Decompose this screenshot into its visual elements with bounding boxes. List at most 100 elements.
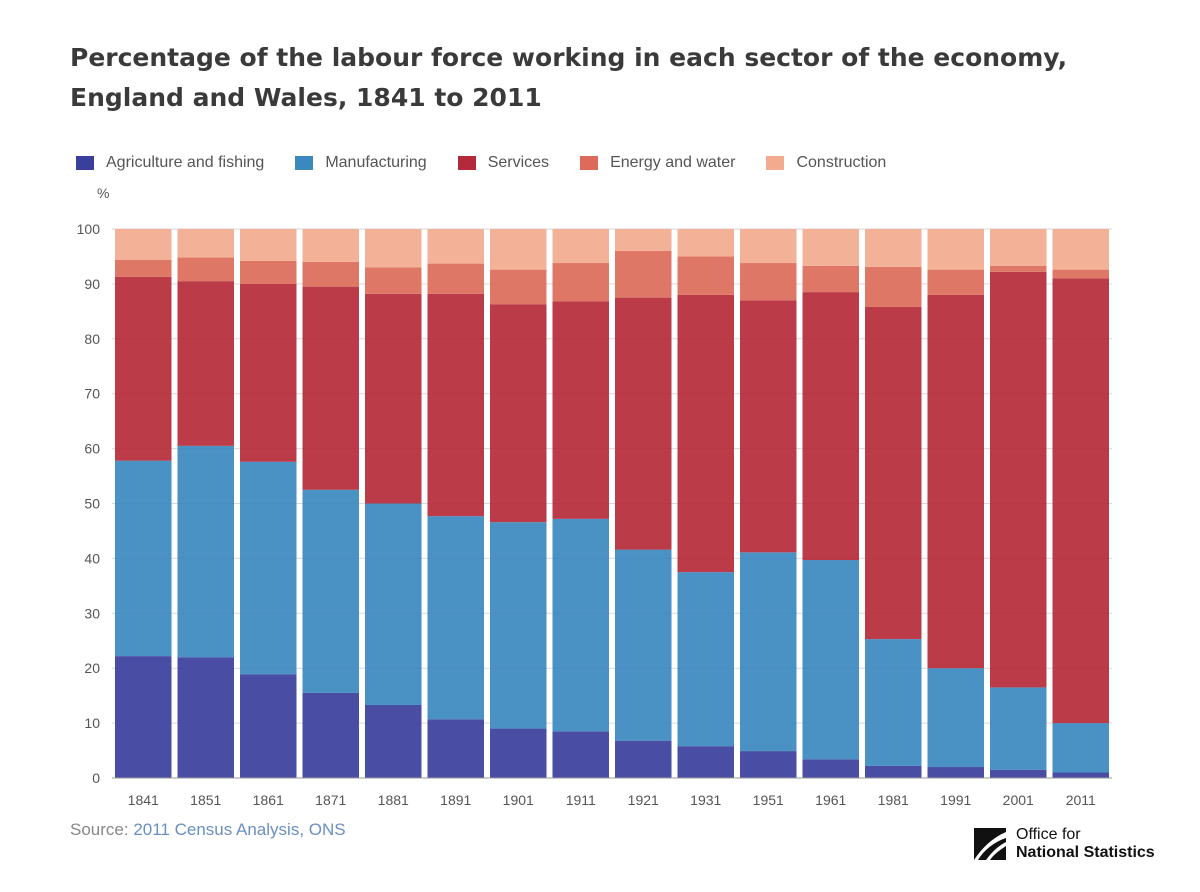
x-tick-label: 1891	[440, 792, 471, 808]
bar-segment-energy-and-water	[115, 259, 172, 277]
bar-segment-agriculture-and-fishing	[802, 759, 859, 778]
bar-segment-services	[802, 292, 859, 561]
bar-segment-energy-and-water	[990, 265, 1047, 272]
x-tick-label: 1921	[628, 792, 659, 808]
bar-segment-energy-and-water	[427, 263, 484, 294]
bar-segment-energy-and-water	[927, 269, 984, 295]
bar-segment-manufacturing	[115, 460, 172, 657]
bar-segment-manufacturing	[240, 461, 297, 675]
bar-segment-construction	[990, 229, 1047, 266]
bar-segment-energy-and-water	[1052, 269, 1109, 279]
x-tick-label: 1961	[815, 792, 846, 808]
source-link[interactable]: 2011 Census Analysis, ONS	[133, 820, 346, 839]
legend-swatch	[580, 156, 599, 170]
y-tick-label: 70	[84, 386, 100, 402]
bar-segment-energy-and-water	[802, 265, 859, 293]
bar-segment-agriculture-and-fishing	[365, 704, 422, 778]
bar-segment-manufacturing	[177, 445, 234, 658]
bar-segment-energy-and-water	[615, 250, 672, 298]
bar-segment-agriculture-and-fishing	[865, 765, 922, 778]
x-tick-label: 1851	[190, 792, 221, 808]
bar-segment-agriculture-and-fishing	[115, 656, 172, 778]
chart-legend: Agriculture and fishing Manufacturing Serv…	[76, 154, 917, 172]
bar-segment-energy-and-water	[552, 263, 609, 302]
bar-segment-manufacturing	[677, 572, 734, 747]
legend-label: Manufacturing	[325, 154, 427, 171]
bar-segment-agriculture-and-fishing	[677, 746, 734, 778]
bar-segment-manufacturing	[552, 518, 609, 732]
bar-segment-construction	[802, 229, 859, 266]
bar-segment-construction	[365, 229, 422, 268]
bar-segment-services	[927, 294, 984, 669]
legend-item-manufacturing[interactable]: Manufacturing	[295, 154, 427, 172]
legend-item-agriculture-and-fishing[interactable]: Agriculture and fishing	[76, 154, 264, 172]
bar-segment-energy-and-water	[240, 260, 297, 284]
bar-segment-agriculture-and-fishing	[240, 674, 297, 778]
logo-text-line1: Office for	[1016, 826, 1081, 843]
legend-swatch	[766, 156, 785, 170]
ons-logo: Office for National Statistics	[972, 826, 1155, 862]
x-tick-label: 1881	[378, 792, 409, 808]
y-tick-label: 60	[84, 441, 100, 457]
bar-segment-energy-and-water	[740, 263, 797, 301]
y-tick-label: 30	[84, 605, 100, 621]
legend-label: Energy and water	[610, 154, 736, 171]
x-tick-label: 1911	[566, 792, 596, 808]
bar-segment-energy-and-water	[177, 257, 234, 282]
bar-segment-manufacturing	[490, 522, 547, 729]
legend-item-services[interactable]: Services	[457, 154, 549, 172]
bar-segment-agriculture-and-fishing	[177, 657, 234, 778]
y-tick-label: 40	[84, 550, 100, 566]
bar-segment-services	[740, 300, 797, 553]
bar-segment-construction	[1052, 229, 1109, 270]
bar-segment-energy-and-water	[365, 267, 422, 294]
source-prefix: Source:	[70, 820, 134, 839]
bar-segment-agriculture-and-fishing	[302, 692, 359, 778]
y-tick-label: 0	[92, 770, 100, 786]
bar-segment-services	[865, 306, 922, 640]
legend-item-construction[interactable]: Construction	[766, 154, 886, 172]
bar-segment-services	[677, 294, 734, 573]
bar-segment-construction	[677, 229, 734, 257]
bar-segment-services	[427, 293, 484, 517]
bar-segment-services	[490, 304, 547, 523]
x-tick-label: 1861	[253, 792, 284, 808]
x-tick-label: 1981	[878, 792, 909, 808]
x-tick-label: 2001	[1003, 792, 1034, 808]
bar-segment-manufacturing	[740, 552, 797, 752]
x-tick-label: 1841	[128, 792, 159, 808]
legend-swatch	[295, 156, 314, 170]
x-tick-label: 1951	[753, 792, 784, 808]
y-tick-label: 100	[77, 221, 101, 237]
bar-segment-services	[115, 276, 172, 461]
bar-segment-construction	[865, 229, 922, 267]
bar-segment-manufacturing	[302, 489, 359, 693]
legend-label: Agriculture and fishing	[106, 154, 265, 171]
bar-segment-services	[240, 283, 297, 462]
bar-segment-services	[177, 281, 234, 446]
x-tick-label: 1871	[315, 792, 346, 808]
bar-segment-manufacturing	[615, 549, 672, 741]
bar-segment-agriculture-and-fishing	[927, 767, 984, 778]
bar-segment-agriculture-and-fishing	[552, 731, 609, 778]
y-tick-label: 20	[84, 660, 100, 676]
bar-segment-energy-and-water	[677, 256, 734, 295]
y-tick-label: 90	[84, 276, 100, 292]
bar-segment-energy-and-water	[865, 266, 922, 307]
bar-segment-services	[1052, 278, 1109, 724]
x-tick-label: 1901	[503, 792, 534, 808]
bar-segment-agriculture-and-fishing	[990, 769, 1047, 778]
bar-segment-agriculture-and-fishing	[615, 740, 672, 778]
bar-segment-energy-and-water	[490, 269, 547, 305]
bar-segment-manufacturing	[427, 516, 484, 720]
bar-segment-construction	[177, 229, 234, 258]
legend-swatch	[76, 156, 94, 170]
chart-title: Percentage of the labour force working i…	[70, 43, 1068, 112]
bar-segment-construction	[240, 229, 297, 261]
source-note: Source: 2011 Census Analysis, ONS	[70, 820, 346, 840]
bar-segment-services	[615, 297, 672, 550]
legend-item-energy-and-water[interactable]: Energy and water	[580, 154, 735, 172]
legend-label: Construction	[796, 154, 887, 171]
ons-logo-icon	[974, 828, 1006, 860]
